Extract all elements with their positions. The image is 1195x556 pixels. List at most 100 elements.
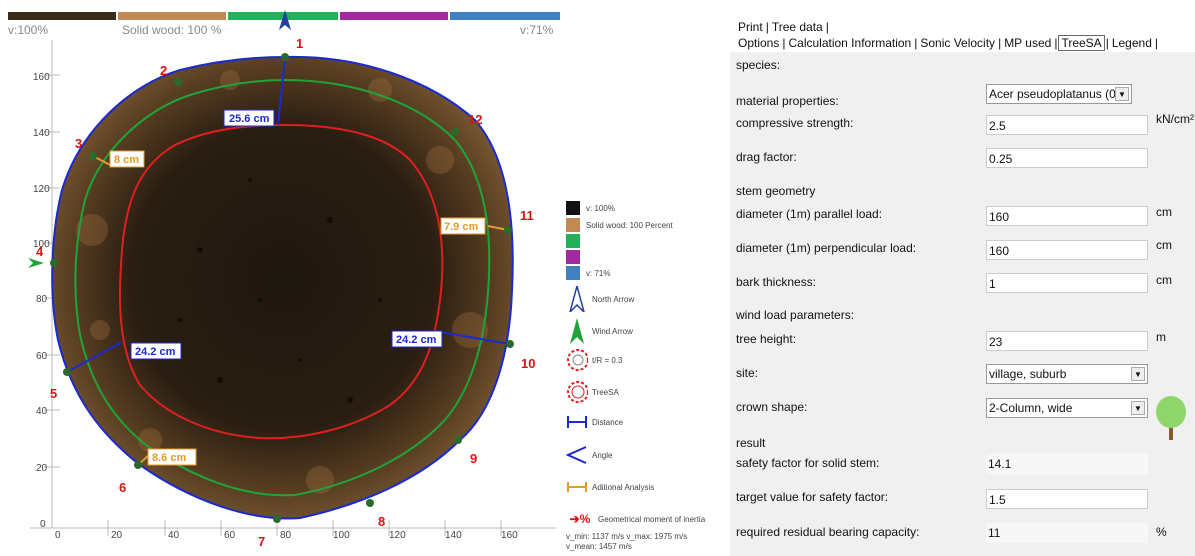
height-label: tree height: — [736, 332, 797, 346]
perpendicular-diameter-input[interactable]: 160 — [986, 240, 1148, 260]
ring-icon — [567, 381, 588, 403]
sensor-points[interactable] — [50, 53, 514, 523]
legend-moment: ➔% Geometrical moment of inertia — [566, 512, 706, 526]
ring-icon — [567, 349, 588, 371]
tab-options[interactable]: Options — [738, 36, 780, 50]
legend-label: TreeSA — [592, 387, 619, 397]
stats-line: v_min: 1137 m/s v_max: 1975 m/s — [566, 532, 688, 541]
crown-value: 2-Column, wide — [989, 401, 1073, 415]
legend-additional: Aditional Analysis — [566, 480, 654, 494]
legend-item: Solid wood: 100 Percent — [566, 218, 673, 232]
target-safety-input[interactable]: 1.5 — [986, 489, 1148, 509]
tomogram-view[interactable]: v:100% Solid wood: 100 % v:71% 160 — [0, 0, 566, 556]
distance-line-left — [66, 341, 123, 373]
form-area: species: Acer pseudoplatanus (01) ▼ mate… — [730, 52, 1195, 556]
sensor-point[interactable] — [273, 515, 281, 523]
legend-label: v: 100% — [586, 203, 615, 213]
legend-angle: Angle — [566, 446, 612, 464]
parallel-label: diameter (1m) parallel load: — [736, 207, 883, 221]
parallel-diameter-input[interactable]: 160 — [986, 206, 1148, 226]
y-tick: 20 — [36, 463, 48, 474]
residual-wall-ring — [119, 123, 444, 440]
y-tick: 40 — [36, 406, 48, 417]
scale-swatch-1 — [8, 12, 116, 20]
y-tick: 120 — [33, 184, 50, 195]
legend-item: v: 71% — [566, 266, 610, 280]
scale-swatch-5 — [450, 12, 560, 20]
legend-treesa: TreeSA — [566, 380, 619, 404]
residual-label: required residual bearing capacity: — [736, 525, 920, 539]
tab-calculation-information[interactable]: Calculation Information — [788, 36, 912, 50]
scale-center-label: Solid wood: 100 % — [122, 23, 222, 37]
moment-icon: ➔% — [569, 512, 591, 526]
site-select[interactable]: village, suburb ▼ — [986, 364, 1148, 384]
analysis-label-right: 7.9 cm — [444, 221, 478, 233]
compressive-label: compressive strength: — [736, 116, 854, 130]
sensor-point[interactable] — [454, 436, 462, 444]
site-value: village, suburb — [989, 367, 1067, 381]
menu-print[interactable]: Print — [738, 20, 763, 34]
sensor-point[interactable] — [89, 152, 97, 160]
compressive-strength-input[interactable]: 2.5 — [986, 115, 1148, 135]
treesa-panel: Print | Tree data | Options | Calculation Inf… — [730, 0, 1195, 556]
menu-bar: Print | Tree data | — [738, 20, 829, 34]
drag-factor-input[interactable]: 0.25 — [986, 148, 1148, 168]
x-tick: 40 — [168, 530, 180, 541]
y-tick: 140 — [33, 128, 50, 139]
legend-stats: v_mean: 1457 m/s — [566, 542, 632, 551]
x-tick: 0 — [55, 530, 61, 541]
parallel-unit: cm — [1156, 205, 1172, 219]
sensor-number: 2 — [160, 63, 167, 78]
north-arrow-icon — [279, 10, 291, 30]
tab-mp-used[interactable]: MP used — [1004, 36, 1052, 50]
safety-label: safety factor for solid stem: — [736, 456, 880, 470]
sensor-point[interactable] — [366, 499, 374, 507]
chevron-down-icon[interactable]: ▼ — [1131, 367, 1145, 381]
residual-capacity-value: 11 — [986, 523, 1148, 543]
sensor-point[interactable] — [451, 128, 459, 136]
chevron-down-icon[interactable]: ▼ — [1131, 401, 1145, 415]
sensor-point[interactable] — [504, 226, 512, 234]
tab-legend[interactable]: Legend — [1111, 36, 1152, 50]
residual-unit: % — [1156, 525, 1167, 539]
bark-thickness-input[interactable]: 1 — [986, 273, 1148, 293]
bark-unit: cm — [1156, 273, 1172, 287]
sensor-point[interactable] — [63, 368, 71, 376]
wind-heading: wind load parameters: — [736, 308, 855, 322]
perp-label: diameter (1m) perpendicular load: — [736, 241, 917, 255]
safety-factor-value: 14.1 — [986, 454, 1148, 474]
sensor-number: 12 — [468, 112, 482, 127]
tree-height-input[interactable]: 23 — [986, 331, 1148, 351]
perp-unit: cm — [1156, 238, 1172, 252]
drag-label: drag factor: — [736, 150, 797, 164]
species-select[interactable]: Acer pseudoplatanus (01) ▼ — [986, 84, 1132, 104]
sensor-point[interactable] — [281, 53, 289, 61]
sensor-point[interactable] — [134, 461, 142, 469]
crown-shape-select[interactable]: 2-Column, wide ▼ — [986, 398, 1148, 418]
trunk-cross-section — [51, 55, 514, 520]
sensor-point[interactable] — [174, 78, 182, 86]
sensor-point[interactable] — [50, 259, 58, 267]
legend-label: v: 71% — [586, 268, 611, 278]
analysis-label-lower-left: 8.6 cm — [152, 452, 186, 464]
sensor-number: 3 — [75, 136, 82, 151]
wind-arrow-icon — [570, 318, 584, 344]
legend-item — [566, 250, 586, 264]
x-tick: 160 — [501, 530, 518, 541]
menu-tree-data[interactable]: Tree data — [771, 20, 823, 34]
species-value: Acer pseudoplatanus (01) — [989, 87, 1127, 101]
x-tick: 20 — [111, 530, 123, 541]
distance-icon — [567, 416, 587, 428]
legend-label: Distance — [592, 417, 624, 427]
tab-treesa[interactable]: TreeSA — [1058, 35, 1105, 51]
sensor-point[interactable] — [506, 340, 514, 348]
scale-swatch-2 — [118, 12, 226, 20]
tab-sonic-velocity[interactable]: Sonic Velocity — [920, 36, 996, 50]
x-tick: 140 — [445, 530, 462, 541]
sensor-number: 8 — [378, 514, 385, 529]
additional-analysis-icon — [567, 482, 587, 492]
distance-label-right: 24.2 cm — [396, 334, 437, 346]
sensor-number: 9 — [470, 451, 477, 466]
chevron-down-icon[interactable]: ▼ — [1115, 87, 1129, 101]
north-arrow-icon — [569, 286, 585, 312]
